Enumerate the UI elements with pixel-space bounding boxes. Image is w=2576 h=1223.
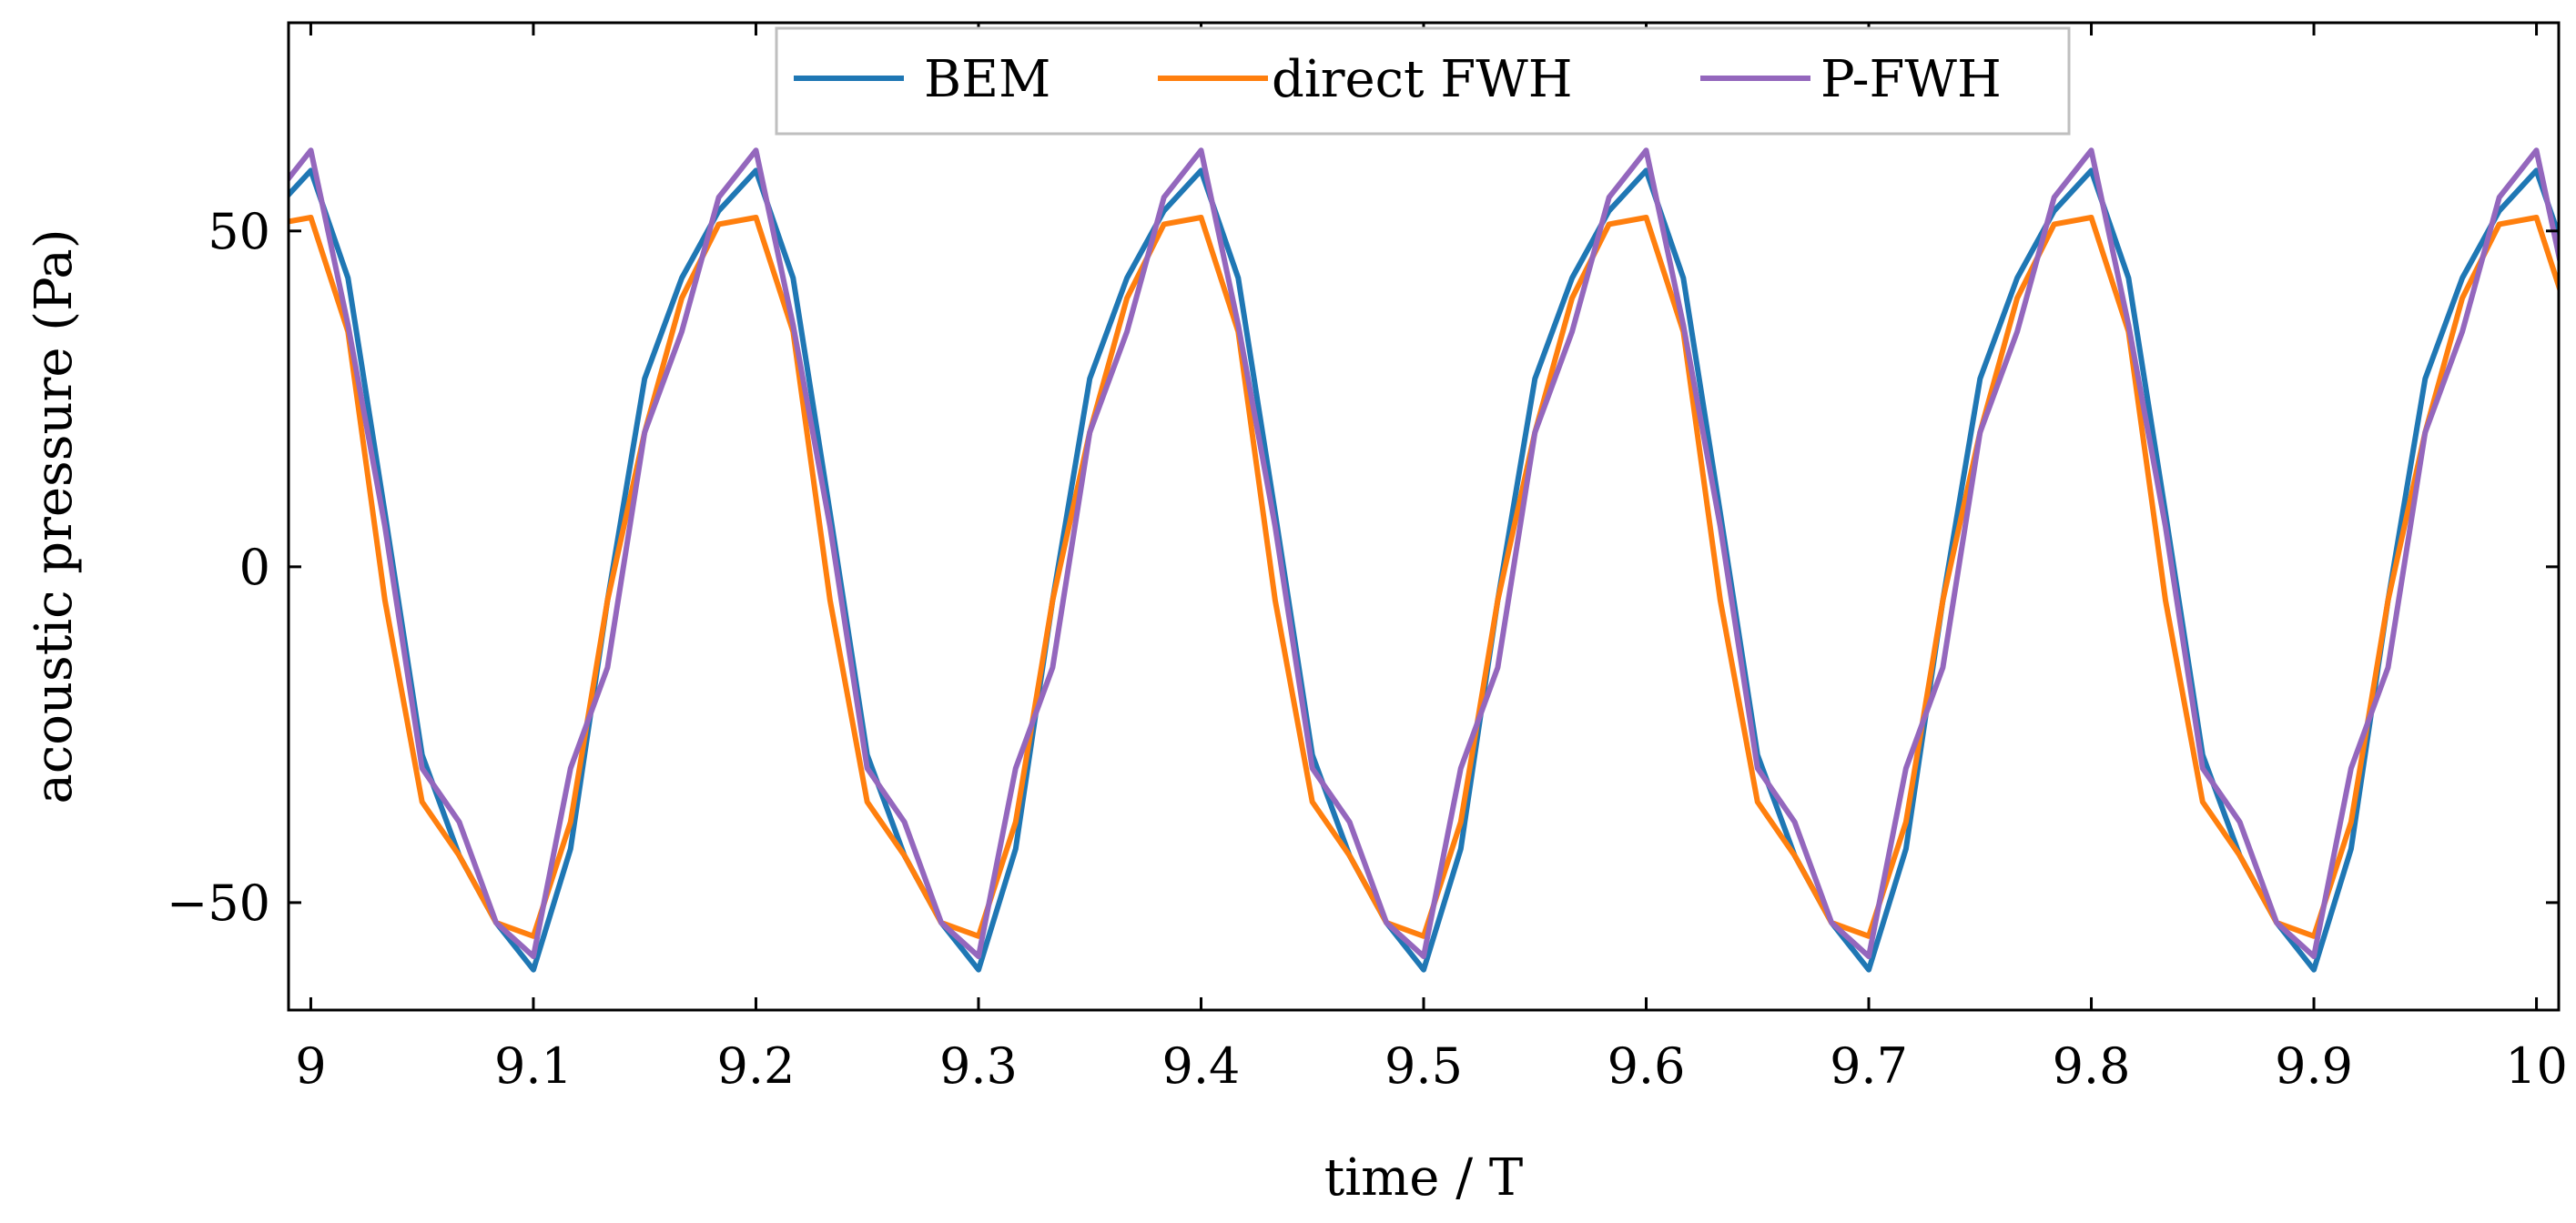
legend-label-bem: BEM [924,50,1050,109]
series-line-direct-fwh [289,215,2559,939]
series-layer [289,147,2559,973]
y-axis-label: acoustic pressure (Pa) [25,228,84,804]
series-line-p-fwh [289,147,2559,959]
y-tick-label: 0 [239,539,270,596]
x-tick-label: 9.4 [1162,1037,1241,1095]
ticks-layer: 9 9.1 9.2 9.3 9.4 9.5 9.6 9.7 9.8 9.9 10 −50 0 50 [167,23,2568,1095]
x-tick-label: 9.5 [1384,1037,1463,1095]
x-tick-label: 9.3 [939,1037,1018,1095]
legend-label-direct-fwh: direct FWH [1272,50,1573,109]
legend-box [775,26,2071,136]
x-axis-label: time / T [1324,1148,1523,1208]
x-tick-label: 10 [2505,1037,2568,1095]
x-tick-label: 9.6 [1607,1037,1686,1095]
y-tick-label: 50 [208,203,270,260]
y-tick-label: −50 [167,874,270,932]
legend-label-p-fwh: P-FWH [1820,50,2002,109]
x-tick-label: 9.9 [2275,1037,2353,1095]
x-tick-label: 9.7 [1830,1037,1908,1095]
legend: BEM direct FWH P-FWH [775,26,2071,136]
x-tick-label: 9.1 [494,1037,573,1095]
x-tick-label: 9.2 [717,1037,796,1095]
x-tick-label: 9 [295,1037,326,1095]
x-tick-label: 9.8 [2053,1037,2131,1095]
series-line-bem [289,167,2559,973]
